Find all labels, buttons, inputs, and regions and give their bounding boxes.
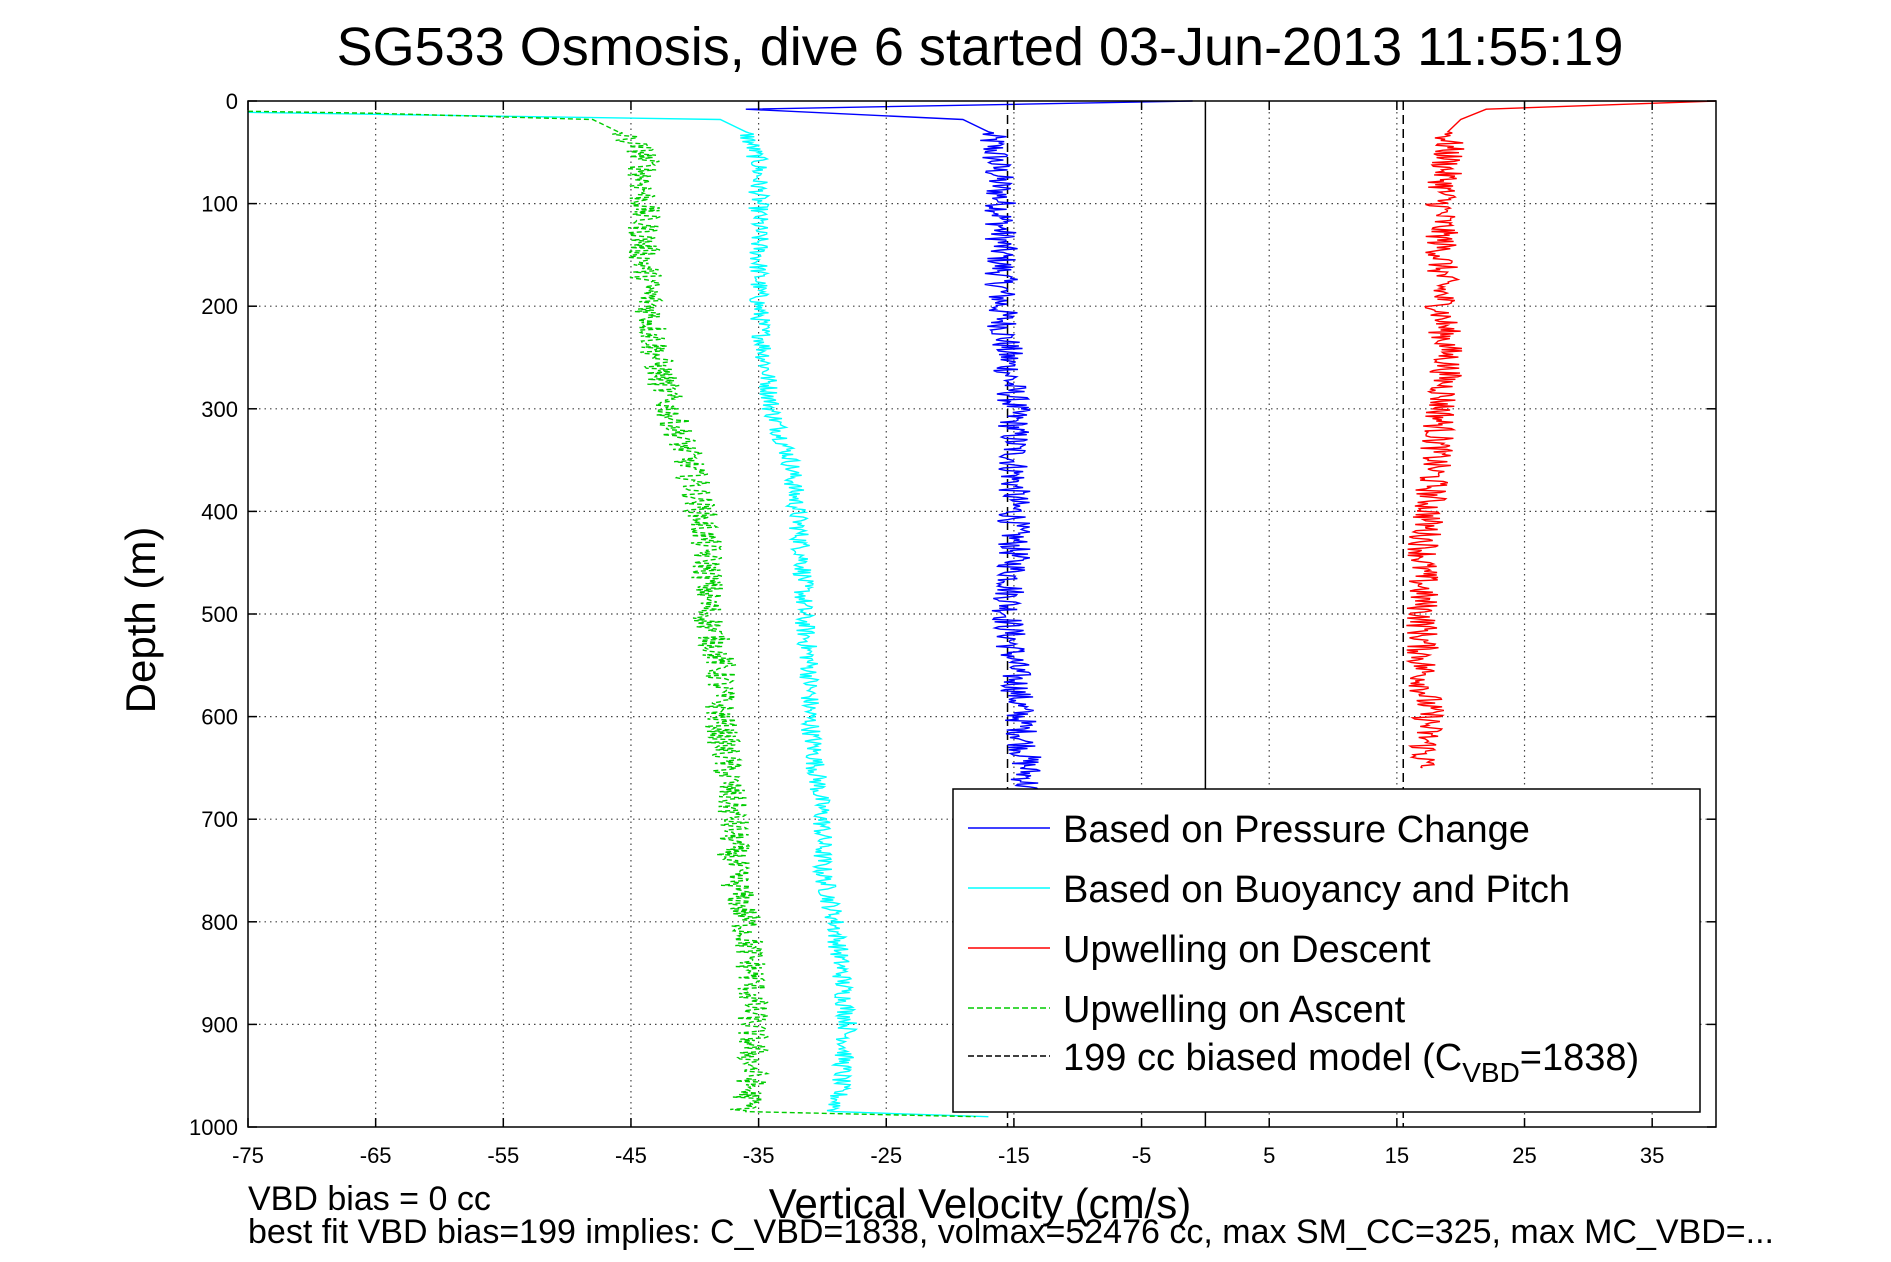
x-axis-ticks: -75 -65 -55 -45 -35 -25 -15 -5 5 15 25 35: [232, 101, 1664, 1168]
y-tick-label: 200: [201, 294, 238, 319]
x-axis-label: Vertical Velocity (cm/s): [769, 1180, 1191, 1227]
x-tick-label: 35: [1640, 1143, 1664, 1168]
x-tick-label: 5: [1263, 1143, 1275, 1168]
x-tick-label: -45: [615, 1143, 647, 1168]
legend-label: Upwelling on Ascent: [1063, 989, 1406, 1031]
y-tick-label: 500: [201, 602, 238, 627]
x-tick-label: -55: [487, 1143, 519, 1168]
x-tick-label: -25: [870, 1143, 902, 1168]
chart-title: SG533 Osmosis, dive 6 started 03-Jun-201…: [337, 17, 1624, 77]
footer-vbd-bias: VBD bias = 0 cc: [248, 1180, 491, 1218]
y-axis-ticks: 0 100 200 300 400 500 600 700 800 900 1000: [189, 89, 1716, 1140]
legend-label: 199 cc biased model (CVBD=1838): [1063, 1037, 1639, 1088]
x-tick-label: -75: [232, 1143, 264, 1168]
x-tick-label: -65: [360, 1143, 392, 1168]
x-tick-label: 15: [1385, 1143, 1409, 1168]
y-tick-label: 900: [201, 1012, 238, 1037]
legend-box: [952, 788, 1701, 1113]
series-upwelling-ascent: [247, 110, 976, 1118]
y-tick-label: 300: [201, 397, 238, 422]
legend-label: Upwelling on Descent: [1063, 929, 1431, 971]
footer-best-fit: best fit VBD bias=199 implies: C_VBD=183…: [248, 1213, 1774, 1251]
legend-label: Based on Pressure Change: [1063, 809, 1530, 851]
x-tick-label: -5: [1132, 1143, 1152, 1168]
series-buoyancy-pitch: [247, 111, 989, 1118]
x-tick-label: 25: [1512, 1143, 1536, 1168]
y-tick-label: 100: [201, 192, 238, 217]
y-tick-label: 800: [201, 910, 238, 935]
y-tick-label: 700: [201, 807, 238, 832]
series-pressure-change: [745, 100, 1193, 792]
series-upwelling-descent: [1405, 100, 1717, 769]
x-tick-label: -15: [998, 1143, 1030, 1168]
y-tick-label: 600: [201, 705, 238, 730]
y-tick-label: 400: [201, 499, 238, 524]
y-tick-label: 1000: [189, 1115, 238, 1140]
legend-label: Based on Buoyancy and Pitch: [1063, 869, 1570, 911]
legend: Based on Pressure Change Based on Buoyanc…: [952, 788, 1701, 1113]
y-axis-label: Depth (m): [117, 527, 164, 714]
x-tick-label: -35: [743, 1143, 775, 1168]
y-tick-label: 0: [226, 89, 238, 114]
